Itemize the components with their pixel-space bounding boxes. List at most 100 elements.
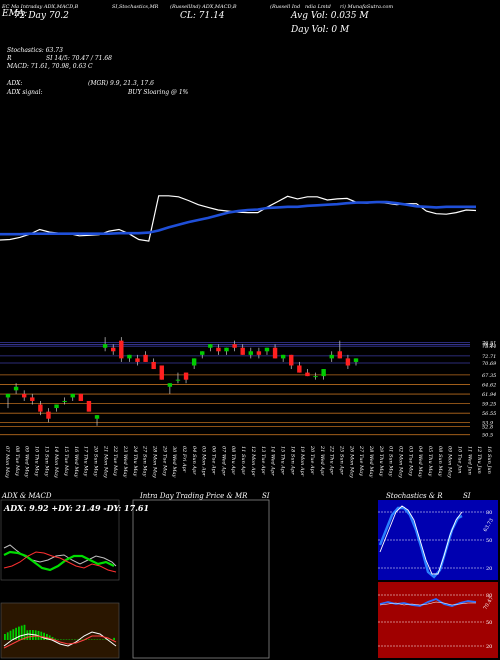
date-label: 21 Mon May [102, 445, 108, 478]
macd-histogram-bar [23, 624, 26, 640]
adx-signal-label: ADX signal: [7, 89, 43, 96]
candle-body [321, 369, 326, 377]
price-level-label: 56.55 [482, 411, 496, 417]
candle-body [256, 351, 262, 355]
price-level-label: 61.94 [482, 392, 496, 398]
macd-histogram-bar [93, 639, 96, 640]
macd-histogram-bar [62, 639, 65, 640]
macd-panel-frame [0, 602, 120, 659]
date-label: 10 Thu May [34, 446, 40, 476]
price-level-label: 72.71 [482, 354, 496, 360]
macd-histogram-bar [46, 634, 48, 640]
macd-histogram-bar [99, 639, 101, 640]
date-label: 15 Thu Apr [279, 446, 285, 475]
candle-body [289, 354, 294, 366]
adx-label: ADX: [7, 80, 23, 87]
candle-body [297, 365, 302, 373]
candle-body [200, 351, 205, 355]
date-label: 30 Wed May [171, 446, 177, 478]
macd-histogram-bar [113, 637, 115, 640]
adx-panel-title: ADX & MACD [2, 492, 52, 500]
candle-body [127, 354, 132, 359]
macd-histogram-bar [29, 630, 31, 640]
candle-body [305, 372, 310, 377]
date-label: 16 Wed May [73, 446, 79, 478]
date-label: 09 Wed May [24, 446, 30, 478]
date-label: 08 Tue May [14, 446, 20, 476]
price-level-label: 70.69 [482, 361, 497, 367]
ema-values: 72 Day 70.2 [14, 11, 69, 21]
date-label: 17 Thu May [83, 446, 89, 476]
date-label: 26 Mon May [348, 445, 354, 478]
candle-body [353, 358, 359, 362]
adx-panel-values: ADX: 9.92 +DY: 21.49 -DY: 17.61 [4, 503, 150, 513]
macd-histogram-bar [43, 632, 45, 640]
candle-body [111, 347, 116, 352]
macd-histogram-bar [68, 639, 71, 640]
price-level-label: 59.25 [482, 402, 496, 408]
candle-body [337, 351, 343, 359]
price-level-label: 67.35 [482, 373, 496, 379]
candle-body [264, 347, 270, 352]
stoch-panel-si: SI [463, 492, 471, 500]
date-label: 13 Sun May [43, 446, 49, 477]
date-label: 23 Wed May [122, 445, 128, 478]
date-label: 13 Tue Apr [260, 446, 266, 475]
candle-body [216, 347, 221, 352]
price-level-label: 52.8 [482, 425, 493, 431]
date-label: 06 Tue Apr [211, 446, 217, 475]
header-fragment-2: SI,Stochastics,MR [112, 4, 159, 10]
si-value: SI 14/5: 70.47 / 71.68 [46, 55, 112, 62]
candle-body [248, 351, 253, 355]
candle-body [46, 411, 51, 419]
macd-histogram-bar [57, 639, 59, 640]
date-label: 09 Mon May [447, 446, 453, 478]
day-volume: Day Vol: 0 M [291, 25, 350, 35]
date-label: 02 Mon May [397, 446, 403, 478]
close-price: CL: 71.14 [180, 11, 225, 21]
date-label: 14 Wed Apr [270, 446, 276, 476]
buy-signal: BUY Sloaring @ 1% [128, 89, 189, 96]
date-label: 04 Wed May [417, 446, 423, 478]
price-level-label: 76.51 [482, 340, 496, 346]
date-label: 20 Sun May [93, 445, 99, 477]
price-level-label: 75.9 [482, 343, 494, 349]
candle-body [272, 347, 278, 359]
macd-histogram-bar [54, 638, 57, 640]
macd-histogram-bar [104, 639, 107, 640]
macd-histogram-bar [102, 639, 104, 640]
date-label: 01 Sun May [388, 446, 394, 477]
intraday-panel-frame [132, 499, 270, 659]
macd-histogram-bar [88, 639, 90, 640]
stoch-level-label: 50 [486, 538, 492, 544]
date-label: 12 Mon Apr [250, 446, 256, 477]
macd-histogram-bar [79, 639, 82, 640]
candle-body [102, 344, 108, 348]
macd-panel [0, 602, 120, 659]
macd-signal-line [3, 635, 117, 649]
macd-histogram-bar [60, 639, 62, 640]
candle-body [240, 347, 245, 355]
intraday-panel-title: Intra Day Trading Price & MR [140, 492, 248, 500]
macd-histogram-bar [85, 639, 87, 640]
macd-histogram-bar [65, 639, 68, 640]
candle-body [224, 347, 229, 352]
mgr-value: (MGR) 9.9, 21.3, 17.6 [88, 80, 154, 87]
macd-histogram-bar [40, 631, 43, 640]
macd-histogram-bar [90, 639, 93, 640]
date-label: 27 Tue May [358, 445, 364, 476]
date-label: 11 Wed Jun [466, 446, 472, 475]
stoch-k-line [378, 506, 463, 579]
date-label: 28 Wed May [368, 445, 374, 478]
price-level-label: 53.9 [482, 421, 494, 427]
macd-histogram-bar [9, 630, 12, 640]
header-fragment-4: (Russell Ind [270, 4, 301, 10]
date-label: 22 Tue May [112, 445, 118, 476]
rsi-level-label: 80 [486, 593, 492, 599]
date-label: 12 Thu Jun [476, 446, 482, 474]
candle-body [345, 358, 351, 366]
macd-histogram-bar [20, 625, 23, 640]
date-label: 03 Tue May [407, 446, 413, 476]
rsi-level-label: 50 [486, 620, 492, 626]
